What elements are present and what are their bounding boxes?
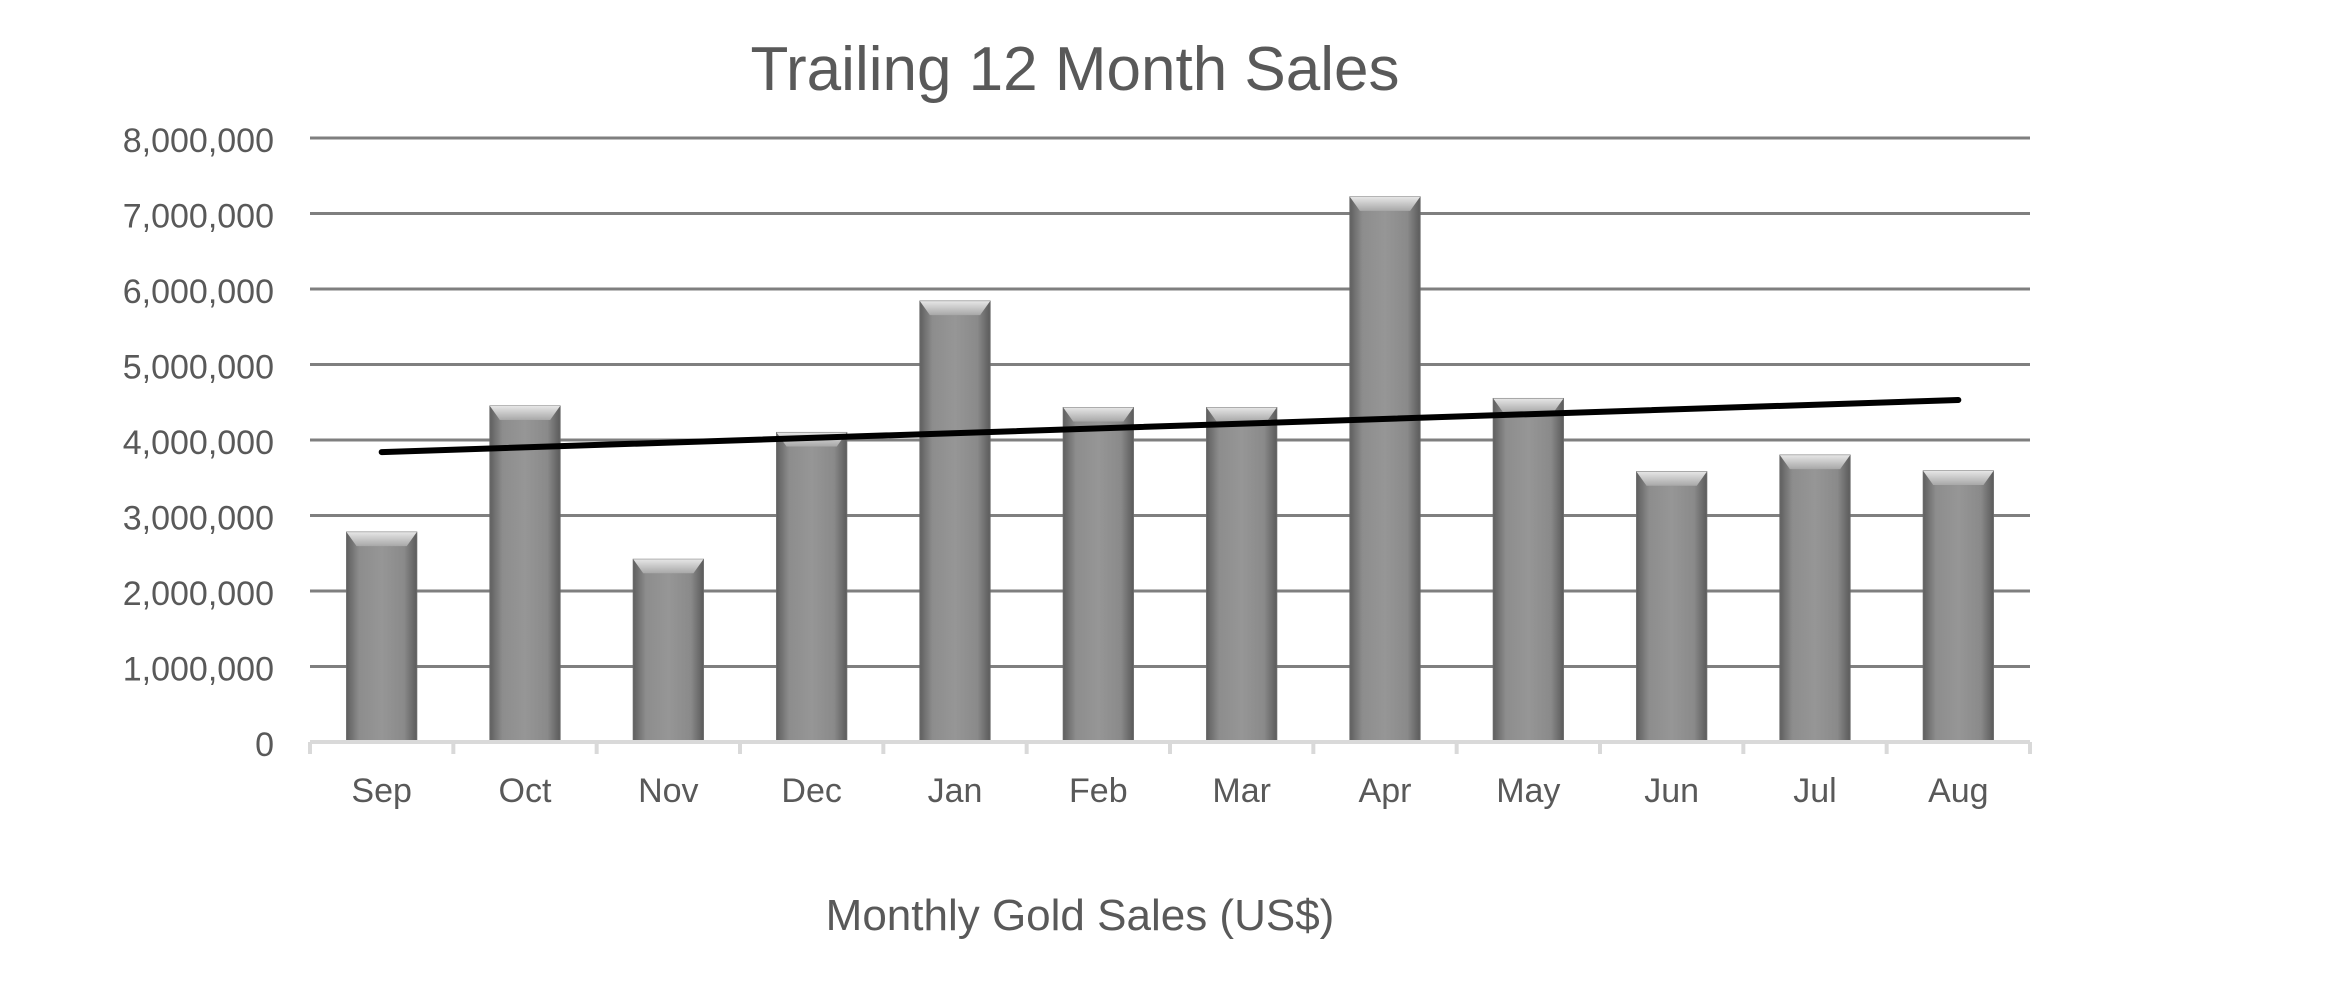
- trendline: [378, 396, 1962, 456]
- x-tick-label: Dec: [781, 772, 841, 810]
- bar-bevel: [489, 406, 561, 421]
- x-tick-label: Sep: [351, 772, 412, 810]
- bar-bevel: [1923, 470, 1994, 485]
- bar-apr: [1349, 196, 1421, 743]
- y-tick-label: 4,000,000: [123, 424, 274, 462]
- bar-dec: [776, 431, 848, 743]
- bar-oct: [489, 405, 561, 743]
- bar-sep: [346, 531, 418, 743]
- bar-may: [1492, 397, 1564, 743]
- bar-mar: [1206, 407, 1278, 743]
- y-tick-label: 7,000,000: [123, 198, 274, 236]
- y-tick-label: 0: [255, 726, 274, 764]
- bar-nov: [632, 558, 704, 743]
- x-tick-label: Jun: [1644, 772, 1699, 810]
- x-tick-label: Mar: [1212, 772, 1271, 810]
- bar-aug: [1922, 470, 1994, 743]
- chart-title: Trailing 12 Month Sales: [750, 35, 1399, 104]
- bar-bevel: [346, 532, 417, 547]
- y-tick-label: 6,000,000: [123, 273, 274, 311]
- x-tick-label: Apr: [1359, 772, 1412, 810]
- x-axis-title: Monthly Gold Sales (US$): [826, 891, 1335, 940]
- bar-bevel: [1063, 407, 1134, 422]
- bar-bevel: [919, 301, 991, 316]
- y-tick-label: 3,000,000: [123, 500, 274, 538]
- bar-bevel: [1349, 196, 1421, 211]
- bar-bevel: [1206, 407, 1277, 422]
- bar-bevel: [1636, 471, 1707, 486]
- x-tick-label: May: [1496, 772, 1560, 810]
- bar-jun: [1636, 471, 1708, 743]
- x-tick-label: Jan: [928, 772, 983, 810]
- y-tick-label: 2,000,000: [123, 575, 274, 613]
- y-tick-label: 5,000,000: [123, 349, 274, 387]
- x-tick-label: Nov: [638, 772, 698, 810]
- x-tick-label: Jul: [1793, 772, 1836, 810]
- x-tick-label: Feb: [1069, 772, 1128, 810]
- x-tick-label: Oct: [499, 772, 552, 810]
- x-tick-label: Aug: [1928, 772, 1989, 810]
- y-tick-label: 1,000,000: [123, 651, 274, 689]
- bar-jul: [1779, 454, 1851, 743]
- bar-bevel: [633, 559, 704, 574]
- bar-feb: [1062, 407, 1134, 743]
- bar-bevel: [1779, 455, 1851, 470]
- y-tick-label: 8,000,000: [123, 122, 274, 160]
- bar-bevel: [1493, 398, 1564, 413]
- bar-jan: [919, 300, 991, 743]
